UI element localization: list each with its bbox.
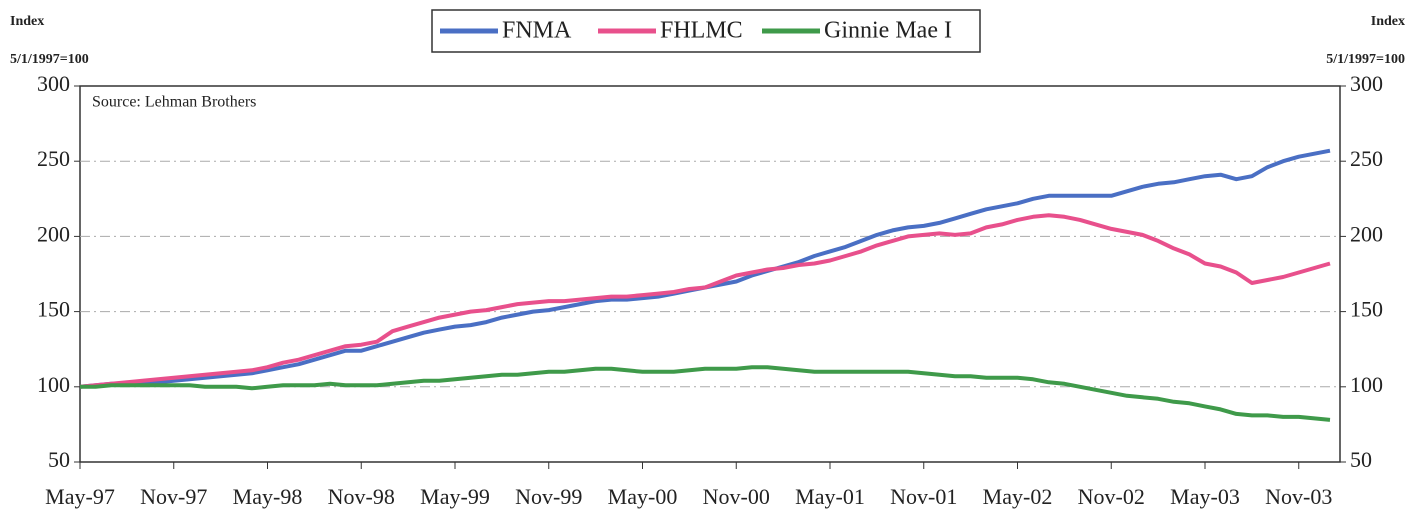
x-tick-label: Nov-03 <box>1265 484 1332 509</box>
x-tick-label: May-97 <box>45 484 115 509</box>
y2-tick-label: 200 <box>1350 221 1383 246</box>
y2-axis-subtitle: 5/1/1997=100 <box>1326 52 1405 67</box>
x-tick-label: May-01 <box>795 484 865 509</box>
y-tick-label: 100 <box>37 372 70 397</box>
y-axis-title: Index <box>10 14 44 29</box>
y2-tick-label: 150 <box>1350 297 1383 322</box>
series-line <box>79 148 1331 389</box>
plot-frame <box>79 85 1341 463</box>
y2-tick-label: 250 <box>1350 146 1383 171</box>
y2-axis-title: Index <box>1371 14 1405 29</box>
annotation: Source: Lehman Brothers <box>92 94 256 111</box>
x-tick-label: May-02 <box>983 484 1053 509</box>
x-tick-label: Nov-01 <box>890 484 957 509</box>
y2-tick-label: 100 <box>1350 372 1383 397</box>
x-tick-label: Nov-99 <box>515 484 582 509</box>
y-tick-label: 50 <box>48 447 70 472</box>
y-tick-label: 200 <box>37 221 70 246</box>
y-tick-label: 250 <box>37 146 70 171</box>
x-tick-label: Nov-00 <box>703 484 770 509</box>
x-tick-label: May-99 <box>420 484 490 509</box>
legend-label: FHLMC <box>660 18 743 44</box>
y-tick-label: 150 <box>37 297 70 322</box>
x-tick-label: Nov-97 <box>140 484 207 509</box>
y-axis-subtitle: 5/1/1997=100 <box>10 52 89 67</box>
x-tick-label: May-98 <box>233 484 303 509</box>
y-tick-label: 300 <box>37 71 70 96</box>
legend-label: FNMA <box>502 18 572 44</box>
x-tick-label: Nov-98 <box>328 484 395 509</box>
legend <box>431 9 981 53</box>
x-tick-label: May-00 <box>608 484 678 509</box>
legend-label: Ginnie Mae I <box>824 18 952 44</box>
y2-tick-label: 300 <box>1350 71 1383 96</box>
x-tick-label: Nov-02 <box>1078 484 1145 509</box>
series-line <box>79 213 1331 389</box>
y2-tick-label: 50 <box>1350 447 1372 472</box>
x-tick-label: May-03 <box>1170 484 1240 509</box>
series-line <box>80 365 1331 422</box>
